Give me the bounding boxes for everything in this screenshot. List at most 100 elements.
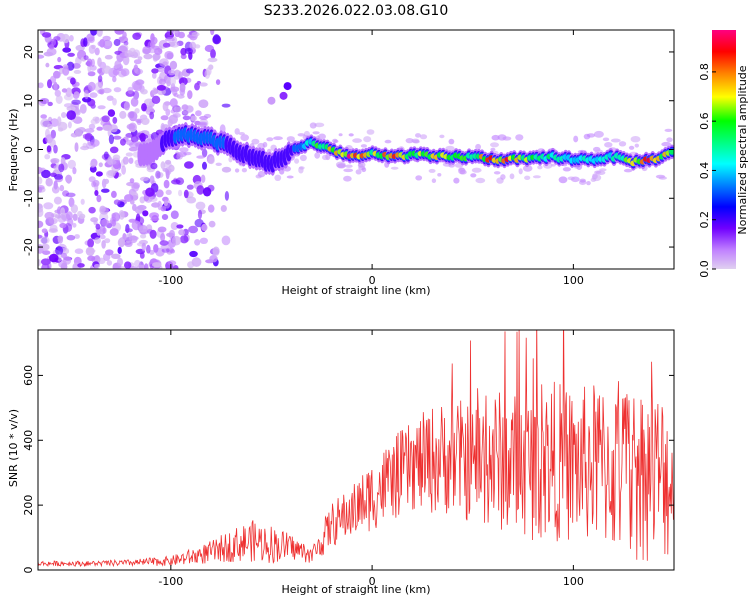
heatmap-cell	[170, 210, 179, 219]
heatmap-cell	[170, 222, 179, 230]
heatmap-cell	[114, 30, 125, 35]
heatmap-cell	[98, 162, 103, 168]
heatmap-cell	[357, 163, 364, 168]
heatmap-cell	[88, 176, 96, 183]
heatmap-cell	[112, 76, 117, 83]
heatmap-cell	[573, 135, 579, 143]
heatmap-cell	[493, 171, 501, 175]
heatmap-cell	[97, 105, 106, 110]
heatmap-cell	[140, 88, 148, 95]
heatmap-cell	[338, 133, 343, 137]
heatmap-cell	[190, 115, 197, 122]
heatmap-cell	[61, 112, 67, 118]
heatmap-cell	[47, 123, 53, 130]
heatmap-cell	[123, 101, 130, 111]
heatmap-cell	[160, 161, 166, 170]
heatmap-cell	[67, 121, 72, 129]
heatmap-cell	[141, 117, 150, 126]
heatmap-cell	[118, 210, 125, 220]
heatmap-cell	[47, 79, 52, 89]
heatmap-cell	[152, 53, 159, 62]
heatmap-cell	[129, 178, 135, 184]
heatmap-cell	[567, 176, 575, 181]
heatmap-cell	[97, 75, 103, 83]
heatmap-cell	[294, 158, 300, 164]
heatmap-cell	[238, 132, 245, 136]
heatmap-cell	[94, 190, 99, 196]
heatmap-cell	[130, 97, 139, 107]
heatmap-cell	[437, 173, 442, 177]
heatmap-cell	[59, 222, 67, 229]
heatmap-cell	[96, 126, 103, 131]
heatmap-cell	[224, 191, 229, 201]
heatmap-cell	[593, 130, 604, 138]
heatmap-cell	[96, 30, 103, 37]
heatmap-cell	[518, 168, 523, 175]
heatmap-cell	[113, 87, 122, 93]
heatmap-cell	[618, 141, 627, 147]
heatmap-cell	[146, 244, 151, 254]
heatmap-cell	[138, 225, 148, 233]
heatmap-cell	[93, 219, 98, 226]
heatmap-cell	[415, 175, 423, 181]
heatmap-cell	[149, 175, 155, 184]
heatmap-cell	[79, 213, 86, 219]
heatmap-cell	[178, 189, 183, 197]
heatmap-cell	[602, 137, 610, 142]
heatmap-cell	[169, 86, 180, 92]
heatmap-cell	[41, 169, 51, 179]
heatmap-cell	[178, 229, 186, 236]
heatmap-cell	[79, 104, 87, 114]
heatmap-cell	[134, 108, 140, 114]
heatmap-cell	[50, 159, 58, 164]
heatmap-cell	[158, 78, 166, 86]
heatmap-cell	[94, 264, 101, 268]
heatmap-cell	[47, 101, 53, 107]
heatmap-cell	[157, 66, 165, 73]
heatmap-cell	[208, 64, 214, 70]
colorbar: 0.0 0.2 0.4 0.6 0.8 Normalized spectral ampl…	[698, 30, 749, 278]
heatmap-cell	[169, 249, 175, 254]
heatmap-cell	[210, 30, 215, 36]
heatmap-cell	[189, 41, 197, 51]
heatmap-cell	[187, 90, 193, 100]
heatmap-cell	[152, 87, 158, 95]
heatmap-cell	[343, 168, 354, 173]
heatmap-cell	[439, 134, 445, 139]
heatmap-cell	[532, 175, 541, 179]
heatmap-cell	[165, 189, 172, 195]
heatmap-cell	[363, 136, 372, 143]
heatmap-cell	[138, 134, 149, 140]
heatmap-cell	[152, 262, 162, 268]
heatmap-cell	[149, 212, 160, 219]
heatmap-cell	[355, 169, 362, 175]
heatmap-cell	[164, 37, 175, 42]
heatmap-cell	[77, 263, 85, 268]
heatmap-cell	[62, 47, 72, 53]
heatmap-cell	[43, 202, 54, 210]
heatmap-cell	[73, 69, 82, 74]
heatmap-cell	[74, 142, 79, 153]
heatmap-cell	[163, 199, 171, 209]
heatmap-cell	[113, 199, 121, 205]
heatmap-cell	[101, 65, 112, 74]
heatmap-cell	[188, 51, 193, 60]
heatmap-cell	[162, 101, 169, 112]
heatmap-cell	[169, 98, 178, 108]
heatmap-cell	[154, 47, 163, 55]
heatmap-cell	[151, 95, 161, 105]
heatmap-cell	[234, 128, 240, 135]
heatmap-cell	[221, 235, 231, 246]
heatmap-cell	[312, 131, 320, 135]
heatmap-cell	[161, 248, 170, 253]
heatmap-cell	[195, 201, 206, 210]
heatmap-cell	[196, 185, 205, 195]
spectrogram-x-label: Height of straight line (km)	[281, 284, 430, 297]
heatmap-cell	[84, 132, 93, 142]
x-tick-label: 0	[369, 274, 376, 287]
heatmap-cell	[215, 162, 222, 166]
heatmap-cell	[203, 113, 212, 119]
heatmap-cell	[106, 170, 116, 178]
heatmap-cell	[63, 93, 73, 101]
heatmap-cell	[96, 229, 102, 236]
